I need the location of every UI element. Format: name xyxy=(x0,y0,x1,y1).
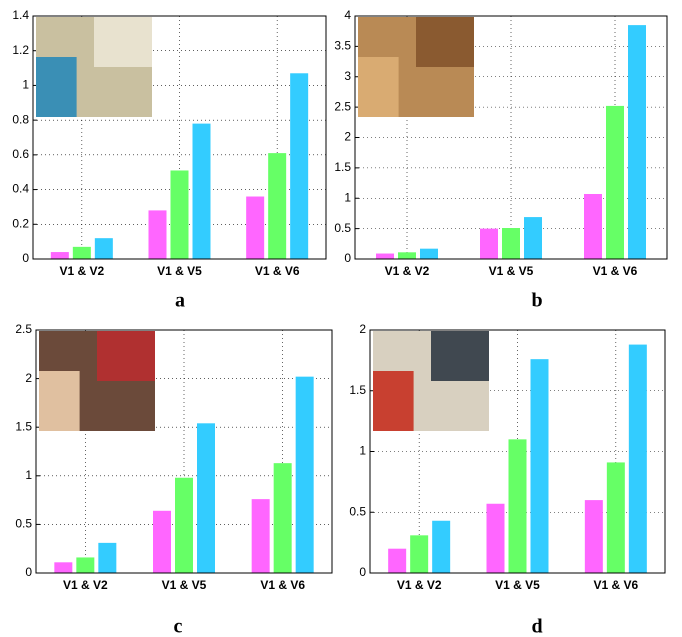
bar xyxy=(530,359,549,573)
bar xyxy=(606,105,624,259)
bar xyxy=(410,535,429,573)
x-tick-label: V1 & V6 xyxy=(255,264,300,278)
y-tick-label: 1 xyxy=(344,190,351,204)
bar xyxy=(50,252,69,259)
y-tick-label: 0.5 xyxy=(334,221,351,235)
x-tick-label: V1 & V2 xyxy=(385,264,430,278)
inset-photo-detail xyxy=(416,17,474,67)
bar xyxy=(508,439,527,573)
x-tick-label: V1 & V5 xyxy=(489,264,534,278)
bar xyxy=(290,73,309,260)
bar xyxy=(98,542,117,573)
y-tick-label: 0.8 xyxy=(12,112,29,126)
y-tick-label: 0.5 xyxy=(15,517,32,531)
x-tick-label: V1 & V2 xyxy=(397,578,442,592)
y-tick-label: 0 xyxy=(359,565,366,579)
x-tick-label: V1 & V2 xyxy=(63,578,108,592)
bar xyxy=(606,462,625,573)
panel-caption: b xyxy=(531,290,542,312)
x-tick-label: V1 & V6 xyxy=(593,578,638,592)
panel-caption: c xyxy=(174,616,183,637)
y-tick-label: 1 xyxy=(25,468,32,482)
y-tick-label: 1 xyxy=(359,444,366,458)
bar xyxy=(76,557,95,573)
bar xyxy=(94,238,113,259)
bar xyxy=(148,210,167,259)
bar xyxy=(170,170,189,259)
bar xyxy=(486,503,505,573)
plot-frame xyxy=(35,329,333,574)
bar xyxy=(153,510,171,573)
inset-photo-detail xyxy=(431,331,489,381)
x-tick-label: V1 & V6 xyxy=(260,578,305,592)
plot-frame xyxy=(369,329,666,574)
plot-frame xyxy=(32,15,327,260)
y-tick-label: 0 xyxy=(22,251,29,265)
y-tick-label: 1 xyxy=(22,78,29,92)
bar xyxy=(268,153,287,259)
bar xyxy=(197,423,215,573)
y-tick-label: 1.5 xyxy=(349,383,366,397)
x-tick-label: V1 & V6 xyxy=(593,264,638,278)
bar xyxy=(54,562,73,573)
y-tick-label: 2 xyxy=(25,371,32,385)
panel-caption: a xyxy=(175,290,185,312)
bar xyxy=(192,123,211,259)
y-tick-label: 0.2 xyxy=(12,216,29,230)
y-tick-label: 0.5 xyxy=(349,504,366,518)
y-tick-label: 0.6 xyxy=(12,147,29,161)
inset-photo-detail xyxy=(36,57,77,117)
y-tick-label: 0 xyxy=(344,251,351,265)
x-tick-label: V1 & V5 xyxy=(157,264,202,278)
y-tick-label: 2 xyxy=(344,130,351,144)
plot-frame xyxy=(354,15,668,260)
y-tick-label: 2.5 xyxy=(334,99,351,113)
panel-caption: d xyxy=(531,616,542,637)
x-tick-label: V1 & V5 xyxy=(162,578,207,592)
x-tick-label: V1 & V5 xyxy=(495,578,540,592)
inset-photo-detail xyxy=(373,371,414,431)
y-tick-label: 1.4 xyxy=(12,8,29,22)
y-tick-label: 2 xyxy=(359,322,366,336)
y-tick-label: 3 xyxy=(344,69,351,83)
inset-photo-detail xyxy=(97,331,155,381)
y-tick-label: 0 xyxy=(25,565,32,579)
y-tick-label: 1.2 xyxy=(12,43,29,57)
y-tick-label: 0.4 xyxy=(12,182,29,196)
bar xyxy=(72,246,91,259)
bar xyxy=(584,500,603,573)
bar xyxy=(398,252,416,259)
inset-photo-detail xyxy=(358,57,399,117)
bar xyxy=(175,477,193,573)
bar xyxy=(584,193,602,259)
bar xyxy=(246,196,265,259)
y-tick-label: 4 xyxy=(344,8,351,22)
bar xyxy=(480,228,498,259)
bar xyxy=(388,548,407,573)
bar xyxy=(273,463,292,573)
bar xyxy=(432,520,451,573)
y-tick-label: 3.5 xyxy=(334,39,351,53)
y-tick-label: 1.5 xyxy=(15,419,32,433)
y-tick-label: 2.5 xyxy=(15,322,32,336)
bar xyxy=(628,25,646,259)
bar xyxy=(502,228,520,259)
bar xyxy=(420,248,438,259)
inset-photo-detail xyxy=(39,371,80,431)
x-tick-label: V1 & V2 xyxy=(59,264,104,278)
bar xyxy=(295,376,314,573)
y-tick-label: 1.5 xyxy=(334,160,351,174)
bar xyxy=(251,499,270,573)
inset-photo-detail xyxy=(94,17,152,67)
bar xyxy=(628,344,647,573)
bar xyxy=(376,253,394,259)
bar xyxy=(524,217,542,259)
